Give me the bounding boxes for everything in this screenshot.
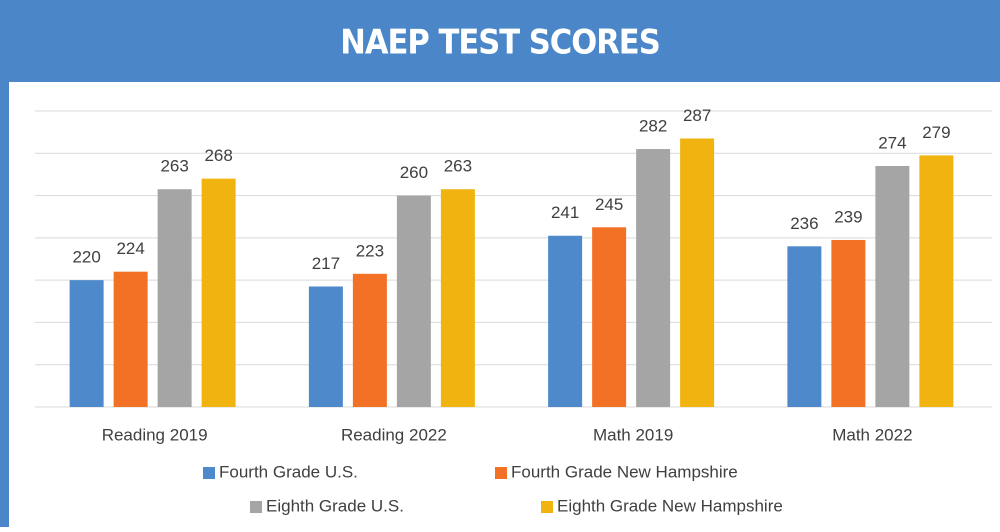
data-label: 279: [922, 123, 950, 142]
bar: [308, 286, 343, 407]
bar: [69, 280, 104, 407]
data-label: 241: [551, 203, 579, 222]
bar: [787, 246, 822, 407]
legend-swatch: [495, 467, 507, 479]
bar: [396, 195, 431, 407]
bar: [201, 178, 236, 407]
data-label: 274: [878, 133, 906, 152]
x-tick-label: Math 2022: [832, 425, 912, 444]
legend-swatch: [250, 501, 262, 513]
data-label: 263: [444, 157, 472, 176]
header-band: [0, 0, 1000, 82]
bar: [157, 189, 192, 407]
data-label: 260: [400, 163, 428, 182]
data-label: 245: [595, 195, 623, 214]
legend-label: Fourth Grade New Hampshire: [511, 462, 738, 481]
data-label: 220: [72, 248, 100, 267]
bar: [548, 235, 583, 407]
data-label: 268: [204, 146, 232, 165]
bar: [875, 165, 910, 407]
legend-label: Fourth Grade U.S.: [219, 462, 358, 481]
chart-title: NAEP TEST SCORES: [340, 23, 660, 63]
data-label: 236: [790, 214, 818, 233]
x-tick-label: Reading 2019: [102, 425, 208, 444]
legend-swatch: [541, 501, 553, 513]
left-border: [0, 82, 9, 527]
x-tick-label: Math 2019: [593, 425, 673, 444]
legend-label: Eighth Grade U.S.: [266, 496, 404, 515]
bar: [680, 138, 715, 407]
bar: [113, 271, 148, 407]
legend-swatch: [203, 467, 215, 479]
bar: [919, 155, 954, 407]
data-label: 263: [160, 157, 188, 176]
data-label: 239: [834, 207, 862, 226]
data-label: 287: [683, 106, 711, 125]
bar: [636, 149, 671, 408]
data-label: 282: [639, 117, 667, 136]
bar: [440, 189, 475, 407]
bar: [592, 227, 627, 407]
legend-label: Eighth Grade New Hampshire: [557, 496, 783, 515]
data-label: 217: [312, 254, 340, 273]
data-label: 223: [356, 241, 384, 260]
bar: [831, 239, 866, 407]
bar: [352, 273, 387, 407]
data-label: 224: [116, 239, 144, 258]
x-tick-label: Reading 2022: [341, 425, 447, 444]
